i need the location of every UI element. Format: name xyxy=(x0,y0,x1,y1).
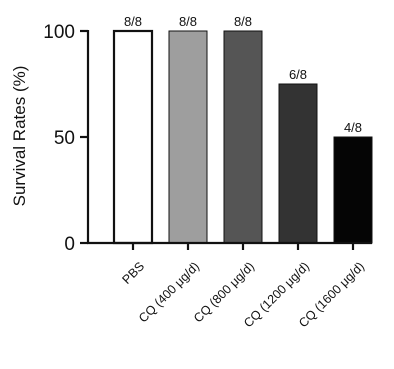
bar-data-label: 6/8 xyxy=(289,67,307,82)
bar xyxy=(333,136,373,244)
bar-data-label: 8/8 xyxy=(179,14,197,29)
y-tick-label: 100 xyxy=(43,22,75,43)
y-axis-label: Survival Rates (%) xyxy=(10,66,29,207)
bar xyxy=(112,29,154,245)
bar xyxy=(278,83,318,244)
y-tick-label: 50 xyxy=(54,128,75,149)
bar xyxy=(168,30,208,244)
bar-data-label: 8/8 xyxy=(234,14,252,29)
bar xyxy=(223,30,263,244)
data-labels: 8/8 8/8 8/8 6/8 4/8 xyxy=(124,14,362,135)
bar-data-label: 8/8 xyxy=(124,14,142,29)
y-axis: 0 50 100 xyxy=(43,22,90,255)
bar-data-label: 4/8 xyxy=(344,120,362,135)
y-tick-label: 0 xyxy=(64,234,75,255)
bars xyxy=(112,29,373,245)
x-tick-label: PBS xyxy=(120,259,148,287)
